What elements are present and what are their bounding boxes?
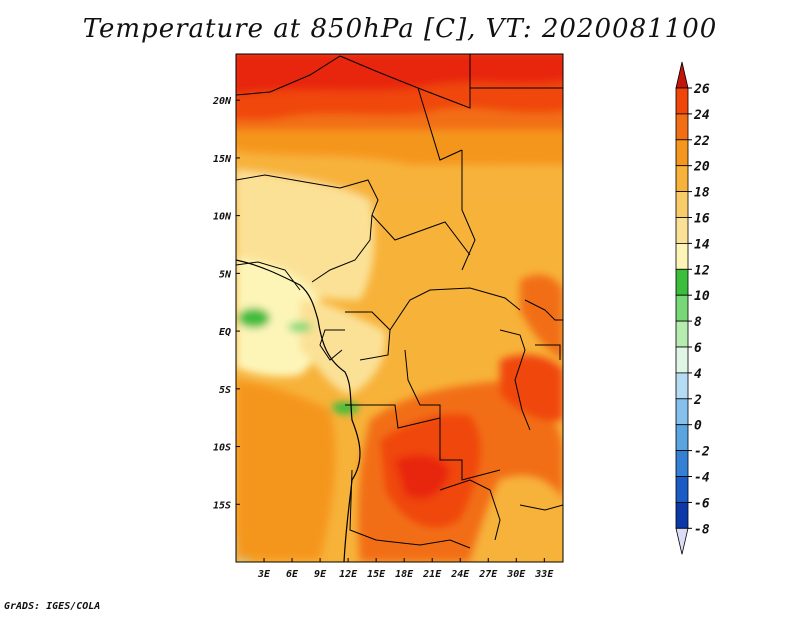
y-tick-label: 5S bbox=[219, 385, 231, 396]
y-tick-label: 10N bbox=[213, 212, 232, 223]
x-tick-label: 18E bbox=[395, 569, 414, 580]
colorbar-segment bbox=[675, 87, 689, 115]
x-tick-label: 3E bbox=[257, 569, 271, 580]
colorbar-segment bbox=[675, 424, 689, 452]
colorbar-label: 16 bbox=[694, 212, 710, 227]
colorbar-segment bbox=[675, 346, 689, 374]
y-tick-label: 10S bbox=[213, 443, 231, 454]
colorbar-segment bbox=[675, 139, 689, 167]
colorbar-segment bbox=[675, 320, 689, 348]
colorbar-label: 22 bbox=[693, 134, 710, 149]
colorbar-label: -6 bbox=[694, 496, 710, 511]
x-tick-label: 6E bbox=[286, 569, 299, 580]
y-tick-label: 5N bbox=[219, 269, 232, 280]
colorbar-label: 0 bbox=[694, 419, 702, 434]
colorbar-label: 6 bbox=[694, 341, 702, 356]
colorbar-label: 26 bbox=[693, 82, 710, 97]
colorbar-label: 20 bbox=[693, 160, 710, 175]
colorbar-label: 14 bbox=[694, 237, 710, 252]
x-tick-label: 15E bbox=[367, 569, 386, 580]
colorbar-segment bbox=[675, 242, 689, 270]
colorbar-label: -2 bbox=[694, 445, 710, 460]
x-tick-label: 30E bbox=[506, 569, 526, 580]
y-tick-label: 15S bbox=[213, 500, 231, 511]
x-tick-label: 9E bbox=[314, 569, 327, 580]
x-tick-label: 12E bbox=[339, 569, 358, 580]
colorbar-top-cap bbox=[675, 61, 689, 89]
colorbar-label: 4 bbox=[694, 367, 702, 382]
colorbar-segment bbox=[675, 501, 689, 529]
temperature-field bbox=[236, 54, 563, 562]
colorbar-label: -4 bbox=[694, 471, 710, 486]
colorbar-segment bbox=[675, 113, 689, 141]
colorbar-label: 12 bbox=[694, 263, 710, 278]
x-axis: 3E 6E 9E 12E 15E 18E 21E 24E 27E 30E 33E bbox=[257, 558, 554, 580]
x-tick-label: 24E bbox=[450, 569, 470, 580]
country-borders bbox=[236, 54, 563, 549]
y-tick-label: EQ bbox=[219, 327, 231, 338]
colorbar-segment bbox=[675, 476, 689, 503]
colorbar-segment bbox=[675, 191, 689, 218]
colorbar-label: 24 bbox=[693, 108, 710, 123]
colorbar-segment bbox=[675, 398, 689, 426]
colorbar-segment bbox=[675, 372, 689, 400]
colorbar-bottom-cap bbox=[675, 527, 689, 555]
colorbar-segment bbox=[675, 165, 689, 192]
y-axis: 20N 15N 10N 5N EQ 5S 10S 15S bbox=[212, 96, 240, 511]
colorbar-label: 8 bbox=[694, 315, 702, 330]
chart-title: Temperature at 850hPa [C], VT: 202008110… bbox=[82, 14, 718, 44]
colorbar-segment bbox=[675, 268, 689, 296]
y-tick-label: 20N bbox=[212, 96, 232, 107]
colorbar-label: 10 bbox=[694, 289, 710, 304]
coastline bbox=[236, 259, 361, 562]
colorbar-segment bbox=[675, 450, 689, 477]
x-tick-label: 33E bbox=[534, 569, 554, 580]
x-tick-label: 27E bbox=[478, 569, 498, 580]
colorbar-label: 2 bbox=[693, 393, 702, 408]
y-tick-label: 15N bbox=[213, 154, 232, 165]
colorbar-segment bbox=[675, 217, 689, 244]
credit-text: GrADS: IGES/COLA bbox=[4, 601, 101, 612]
colorbar-label: 18 bbox=[694, 186, 710, 201]
x-tick-label: 21E bbox=[422, 569, 442, 580]
colorbar-segment bbox=[675, 294, 689, 322]
map-border bbox=[235, 53, 564, 563]
colorbar-label: -8 bbox=[694, 522, 710, 537]
